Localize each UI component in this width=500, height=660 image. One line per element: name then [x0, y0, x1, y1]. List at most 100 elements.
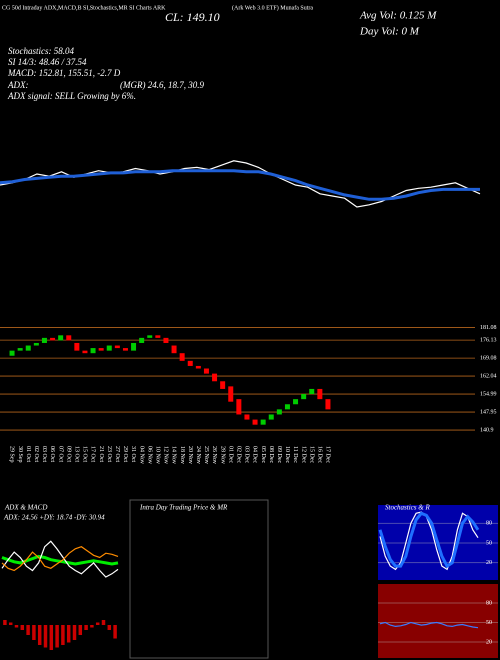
candle — [293, 399, 299, 405]
candle — [195, 365, 201, 369]
x-tick-label: 13 Oct — [73, 446, 79, 462]
macd-bar — [66, 625, 71, 643]
rsi-bg — [378, 584, 498, 658]
x-tick-label: 23 Oct — [106, 446, 112, 462]
macd-bar — [43, 625, 48, 648]
x-tick-label: 04 Dec — [252, 446, 258, 463]
candle — [203, 368, 209, 374]
x-tick-label: 03 Oct — [41, 446, 47, 462]
macd-bar — [101, 620, 106, 625]
candle — [122, 348, 128, 351]
x-tick-label: 06 Oct — [49, 446, 55, 462]
macd-bar — [113, 625, 117, 639]
x-tick-label: 15 Dec — [308, 446, 314, 463]
candle — [58, 335, 64, 341]
x-tick-label: 31 Oct — [130, 446, 136, 462]
candle — [66, 335, 72, 341]
candle — [171, 345, 177, 354]
y-tick-label: 50 — [486, 620, 492, 626]
x-tick-label: 15 Oct — [82, 446, 88, 462]
x-tick-label: 09 Oct — [65, 446, 71, 462]
x-tick-label: 16 Dec — [316, 446, 322, 463]
macd-bar — [49, 625, 54, 650]
candle — [33, 342, 39, 346]
y-tick-label: 181.08 — [480, 325, 497, 331]
x-tick-label: 02 Oct — [33, 446, 39, 462]
x-tick-label: 17 Dec — [325, 446, 331, 463]
x-tick-label: 09 Dec — [276, 446, 282, 463]
candle — [82, 350, 88, 354]
candle — [187, 360, 193, 366]
candle — [155, 335, 161, 338]
avg-vol: Avg Vol: 0.125 M — [359, 10, 437, 22]
x-tick-label: 21 Oct — [98, 446, 104, 462]
candle — [301, 394, 307, 400]
candle — [325, 399, 331, 410]
candle — [268, 414, 274, 420]
candle — [228, 386, 234, 402]
candle — [179, 353, 185, 361]
x-tick-label: 12 Dec — [300, 446, 306, 463]
macd-bar — [37, 625, 42, 645]
x-tick-label: 27 Oct — [114, 446, 120, 462]
adx-vals: (MGR) 24.6, 18.7, 30.9 — [120, 80, 204, 90]
y-tick-label: 147.95 — [480, 409, 497, 415]
macd-bar — [61, 625, 65, 645]
x-tick-label: 02 Dec — [235, 446, 241, 463]
si: SI 14/3: 48.46 / 37.54 — [8, 57, 87, 67]
macd-bar — [84, 625, 88, 630]
x-tick-label: 01 Oct — [25, 446, 31, 462]
series-line — [379, 511, 479, 571]
y-tick-label: 80 — [486, 521, 492, 527]
x-tick-label: 04 Nov — [138, 446, 144, 464]
macd-bar — [55, 625, 59, 648]
x-tick-label: 08 Dec — [268, 446, 274, 463]
header-name: (Ark Web 3.0 ETF) Munafa Sutra — [232, 4, 313, 11]
panel-border — [129, 499, 269, 659]
macd-bar — [95, 622, 100, 625]
x-tick-label: 18 Nov — [179, 446, 185, 464]
candle — [17, 348, 23, 351]
panel-title: ADX & MACD — [4, 504, 47, 512]
x-tick-label: 24 Nov — [195, 446, 201, 464]
series-line — [378, 511, 480, 569]
macd-bar — [14, 625, 19, 628]
candle — [244, 414, 250, 420]
candle — [220, 381, 226, 389]
series-line — [1, 546, 119, 572]
x-tick-label: 25 Nov — [203, 446, 209, 464]
x-tick-label: 20 Nov — [187, 446, 193, 464]
x-tick-label: 10 Dec — [284, 446, 290, 463]
macd-bar — [32, 625, 36, 640]
header-left: CG 50d Intraday ADX,MACD,B SI,Stochastic… — [2, 5, 166, 11]
macd-bar — [107, 625, 112, 630]
x-tick-label: 14 Nov — [171, 446, 177, 464]
y-tick-label: 162.04 — [480, 373, 497, 379]
candle — [25, 345, 31, 351]
candle — [9, 350, 15, 356]
panel-subtitle: ADX: 24.56 +DY: 18.74 -DY: 30.94 — [3, 514, 105, 522]
series-line — [1, 540, 119, 578]
x-tick-label: 29 Oct — [122, 446, 128, 462]
x-tick-label: 30 Sep — [17, 446, 23, 463]
y-tick-label: 20 — [486, 560, 492, 566]
x-tick-label: 29 Sep — [9, 446, 15, 463]
candle — [212, 373, 218, 382]
macd-bar — [26, 625, 30, 635]
macd: MACD: 152.81, 155.51, -2.7 D — [7, 68, 121, 78]
candle — [139, 337, 145, 343]
y-tick-label: 169.08 — [480, 355, 497, 361]
macd-bar — [3, 620, 7, 625]
candle — [260, 419, 266, 425]
x-tick-label: 28 Nov — [219, 446, 225, 464]
candle — [284, 404, 290, 410]
candle — [163, 337, 169, 343]
series-line — [0, 169, 480, 201]
day-vol: Day Vol: 0 M — [359, 26, 420, 38]
x-tick-label: 17 Oct — [90, 446, 96, 462]
candle — [309, 388, 315, 395]
candle — [98, 348, 104, 351]
candle — [41, 337, 47, 343]
series-line — [379, 621, 479, 629]
macd-bar — [90, 625, 94, 628]
